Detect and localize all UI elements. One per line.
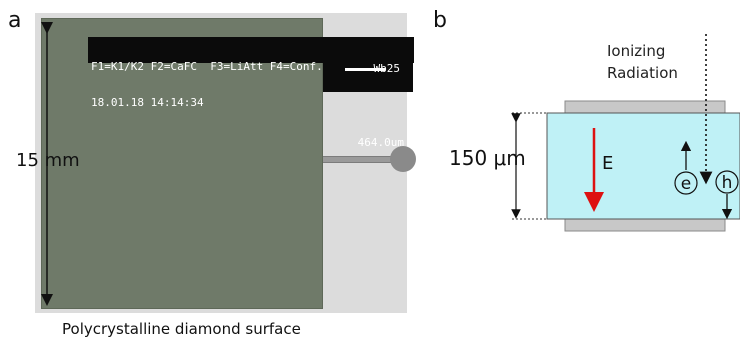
radiation-label-line-1: Ionizing xyxy=(607,42,666,60)
electron-label: e xyxy=(681,174,691,194)
scale-bar xyxy=(345,68,385,71)
top-electrode xyxy=(564,100,726,114)
radiation-label: Ionizing Radiation xyxy=(607,40,678,84)
panel-label-a: a xyxy=(8,8,22,33)
electron-circle xyxy=(674,171,698,195)
hole-label: h xyxy=(722,173,733,193)
panel-label-b: b xyxy=(433,8,447,33)
hole-circle xyxy=(715,170,739,194)
osd-line-2: 18.01.18 14:14:34 xyxy=(91,96,204,109)
bottom-electrode xyxy=(564,218,726,232)
caption-a: Polycrystalline diamond surface xyxy=(62,320,301,338)
radiation-label-line-2: Radiation xyxy=(607,64,678,82)
scale-box: Wb25 464.0um xyxy=(323,37,413,149)
probe-tip xyxy=(390,146,416,172)
scale-label-bottom: 464.0um xyxy=(357,136,404,149)
diamond-sample xyxy=(41,18,323,309)
osd-line-1: F1=K1/K2 F2=CaFC F3=LiAtt F4=Conf. xyxy=(91,60,323,73)
scale-label-top: Wb25 xyxy=(373,62,401,75)
diamond-detector xyxy=(546,112,740,220)
probe-wire xyxy=(323,156,395,163)
field-label: E xyxy=(602,153,614,174)
